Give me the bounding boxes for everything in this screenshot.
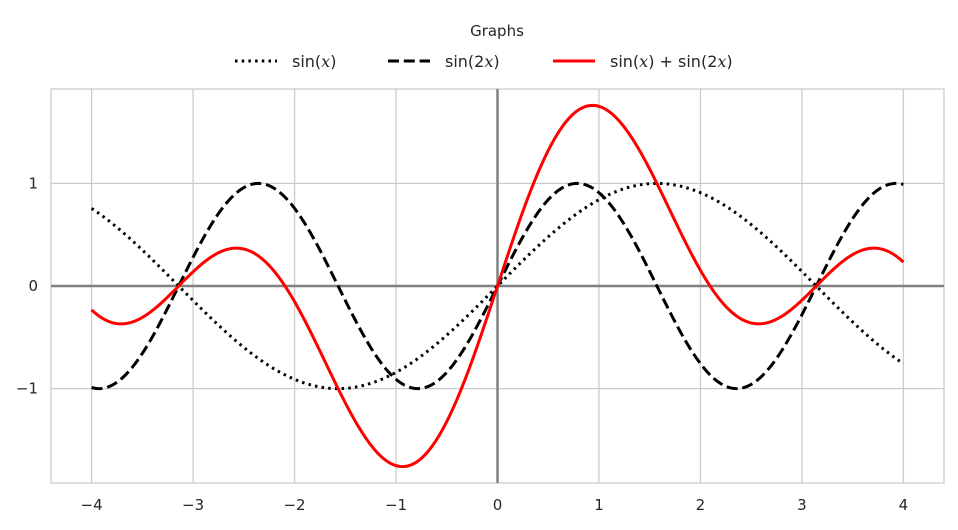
series-line-sum bbox=[90, 103, 905, 469]
legend-label-sum: sin(x) + sin(2x) bbox=[610, 52, 733, 71]
plot-area: −4 −3 −2 −1 0 1 2 3 4 −1 0 1 bbox=[16, 88, 945, 514]
legend-label-sin-2x: sin(2x) bbox=[445, 52, 500, 71]
y-tick-label: −1 bbox=[16, 380, 38, 398]
x-tick-label: 3 bbox=[797, 496, 807, 514]
legend-entry-sin-2x: sin(2x) bbox=[388, 52, 500, 71]
legend-label-sin-x: sin(x) bbox=[292, 52, 336, 71]
legend: Graphs sin(x) sin(2x) sin(x) + sin(2x) bbox=[235, 22, 733, 71]
legend-title: Graphs bbox=[470, 22, 524, 40]
x-tick-label: 2 bbox=[696, 496, 706, 514]
legend-entry-sin-x: sin(x) bbox=[235, 52, 336, 71]
x-tick-label: −3 bbox=[182, 496, 204, 514]
legend-entry-sum: sin(x) + sin(2x) bbox=[553, 52, 733, 71]
x-tick-label: −2 bbox=[283, 496, 305, 514]
x-tick-label: 4 bbox=[899, 496, 909, 514]
y-tick-label: 0 bbox=[28, 277, 38, 295]
x-tick-label: 1 bbox=[594, 496, 604, 514]
y-tick-label: 1 bbox=[28, 174, 38, 192]
x-tick-label: −4 bbox=[81, 496, 103, 514]
x-tick-label: −1 bbox=[385, 496, 407, 514]
x-tick-label: 0 bbox=[493, 496, 503, 514]
